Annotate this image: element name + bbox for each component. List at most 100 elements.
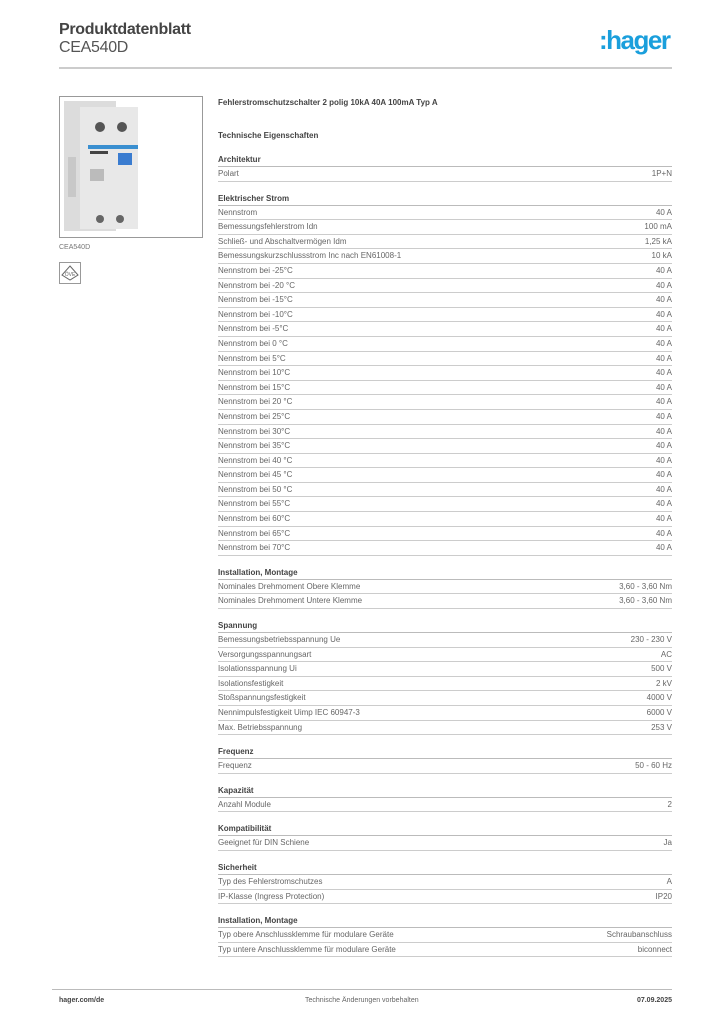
spec-value: 40 A [655, 499, 672, 509]
spec-label: Isolationsfestigkeit [218, 678, 284, 688]
section-title: Installation, Montage [218, 566, 672, 580]
spec-row: Nennstrom bei 45 °C 40 A [218, 468, 672, 483]
spec-value: Schraubanschluss [606, 930, 672, 940]
spec-value: 40 A [655, 265, 672, 275]
spec-row: Anzahl Module 2 [218, 798, 672, 813]
spec-label: Nennstrom bei -20 °C [218, 280, 296, 290]
spec-value: 1,25 kA [644, 236, 672, 246]
spec-label: Nennstrom bei 50 °C [218, 484, 293, 494]
spec-row: Nennimpulsfestigkeit Uimp IEC 60947-3 600… [218, 706, 672, 721]
spec-label: Max. Betriebsspannung [218, 722, 303, 732]
spec-value: 40 A [655, 280, 672, 290]
spec-value: biconnect [637, 944, 672, 954]
product-image [59, 96, 203, 238]
section-title: Spannung [218, 619, 672, 634]
spec-label: Nennstrom bei 30°C [218, 426, 291, 436]
spec-row: Nominales Drehmoment Obere Klemme 3,60 - … [218, 580, 672, 595]
spec-value: 40 A [655, 338, 672, 348]
certification-mark-icon: ÖVE [59, 262, 81, 284]
spec-label: Nennstrom bei 5°C [218, 353, 286, 363]
spec-row: Nennstrom bei -25°C 40 A [218, 264, 672, 279]
section-title: Kompatibilität [218, 822, 672, 837]
spec-label: Nennstrom bei 40 °C [218, 455, 293, 465]
spec-row: Nennstrom bei 10°C 40 A [218, 366, 672, 381]
spec-value: 40 A [655, 353, 672, 363]
spec-row: Nennstrom bei 20 °C 40 A [218, 395, 672, 410]
spec-section: Architektur Polart 1P+N [218, 153, 672, 182]
spec-row: Nennstrom bei -20 °C 40 A [218, 279, 672, 294]
spec-label: Nennstrom bei 15°C [218, 382, 291, 392]
spec-value: 4000 V [646, 693, 672, 703]
spec-row: Nennstrom bei -5°C 40 A [218, 322, 672, 337]
spec-value: 40 A [655, 207, 672, 217]
spec-label: Nennstrom bei 0 °C [218, 338, 288, 348]
spec-label: Nennstrom bei -25°C [218, 265, 293, 275]
spec-label: Geeignet für DIN Schiene [218, 838, 310, 848]
product-description: Fehlerstromschutzschalter 2 polig 10kA 4… [218, 98, 438, 107]
spec-label: Nennstrom bei 65°C [218, 528, 291, 538]
spec-row: Stoßspannungsfestigkeit 4000 V [218, 691, 672, 706]
spec-row: Nennstrom bei 65°C 40 A [218, 527, 672, 542]
spec-section: Installation, Montage Typ obere Anschluss… [218, 914, 672, 958]
spec-row: Nennstrom bei 40 °C 40 A [218, 454, 672, 469]
spec-value: 1P+N [651, 169, 672, 178]
spec-row: Bemessungsfehlerstrom Idn 100 mA [218, 220, 672, 235]
spec-label: Frequenz [218, 761, 252, 771]
spec-label: Nennstrom bei 35°C [218, 441, 291, 451]
spec-row: Max. Betriebsspannung 253 V [218, 721, 672, 736]
spec-value: 40 A [655, 426, 672, 436]
spec-label: Bemessungsfehlerstrom Idn [218, 222, 318, 232]
spec-value: 40 A [655, 382, 672, 392]
footer-website[interactable]: hager.com/de [59, 997, 105, 1004]
svg-text:ÖVE: ÖVE [65, 271, 76, 278]
spec-label: Nennstrom bei 20 °C [218, 397, 293, 407]
spec-section: Spannung Bemessungsbetriebsspannung Ue 230… [218, 619, 672, 736]
spec-label: Nennimpulsfestigkeit Uimp IEC 60947-3 [218, 708, 360, 717]
spec-value: 40 A [655, 411, 672, 421]
spec-label: Stoßspannungsfestigkeit [218, 693, 306, 703]
specifications: Fehlerstromschutzschalter 2 polig 10kA 4… [218, 96, 672, 958]
spec-row: Bemessungsbetriebsspannung Ue 230 - 230 V [218, 633, 672, 648]
spec-row: Typ obere Anschlussklemme für modulare G… [218, 928, 672, 943]
spec-row: Isolationsspannung Ui 500 V [218, 662, 672, 677]
spec-value: 100 mA [644, 222, 672, 232]
spec-label: Nennstrom bei 10°C [218, 368, 291, 378]
footer-date: 07.09.2025 [636, 997, 672, 1004]
spec-row: Nennstrom bei 55°C 40 A [218, 497, 672, 513]
spec-row: Geeignet für DIN Schiene Ja [218, 836, 672, 851]
spec-row: Nennstrom bei 30°C 40 A [218, 425, 672, 440]
spec-label: Nennstrom bei 70°C [218, 543, 291, 553]
spec-value: 40 A [655, 397, 672, 407]
spec-value: Ja [663, 838, 672, 848]
section-title: Kapazität [218, 784, 672, 798]
spec-value: AC [660, 649, 672, 659]
page-title: Produktdatenblatt [59, 21, 191, 38]
spec-label: Nennstrom [218, 207, 258, 217]
product-code: CEA540D [59, 39, 129, 56]
spec-value: 40 A [655, 470, 672, 480]
section-title: Architektur [218, 153, 672, 167]
spec-label: Schließ- und Abschaltvermögen Idm [218, 236, 347, 246]
spec-label: Typ obere Anschlussklemme für modulare G… [218, 930, 394, 940]
footer-divider [52, 989, 672, 990]
spec-value: 40 A [655, 441, 672, 451]
spec-row: Polart 1P+N [218, 167, 672, 182]
header-divider [59, 67, 672, 69]
spec-label: Nominales Drehmoment Obere Klemme [218, 581, 361, 591]
spec-row: Nominales Drehmoment Untere Klemme 3,60 -… [218, 594, 672, 610]
spec-value: 40 A [655, 295, 672, 305]
spec-row: Typ des Fehlerstromschutzes A [218, 875, 672, 890]
spec-row: Nennstrom bei 60°C 40 A [218, 512, 672, 527]
spec-value: 3,60 - 3,60 Nm [619, 596, 672, 606]
spec-row: Nennstrom bei -10°C 40 A [218, 308, 672, 323]
spec-value: 500 V [651, 664, 672, 674]
spec-section: Kompatibilität Geeignet für DIN Schiene Ja [218, 822, 672, 851]
spec-value: 2 kV [655, 678, 672, 688]
spec-value: 40 A [655, 324, 672, 334]
spec-label: Bemessungskurzschlussstrom Inc nach EN61… [218, 251, 402, 261]
spec-section: Elektrischer Strom Nennstrom 40 A Bemessung… [218, 192, 672, 556]
spec-label: Typ des Fehlerstromschutzes [218, 876, 323, 886]
spec-section: Kapazität Anzahl Module 2 [218, 784, 672, 813]
spec-row: Nennstrom 40 A [218, 206, 672, 221]
spec-row: Nennstrom bei 15°C 40 A [218, 381, 672, 396]
